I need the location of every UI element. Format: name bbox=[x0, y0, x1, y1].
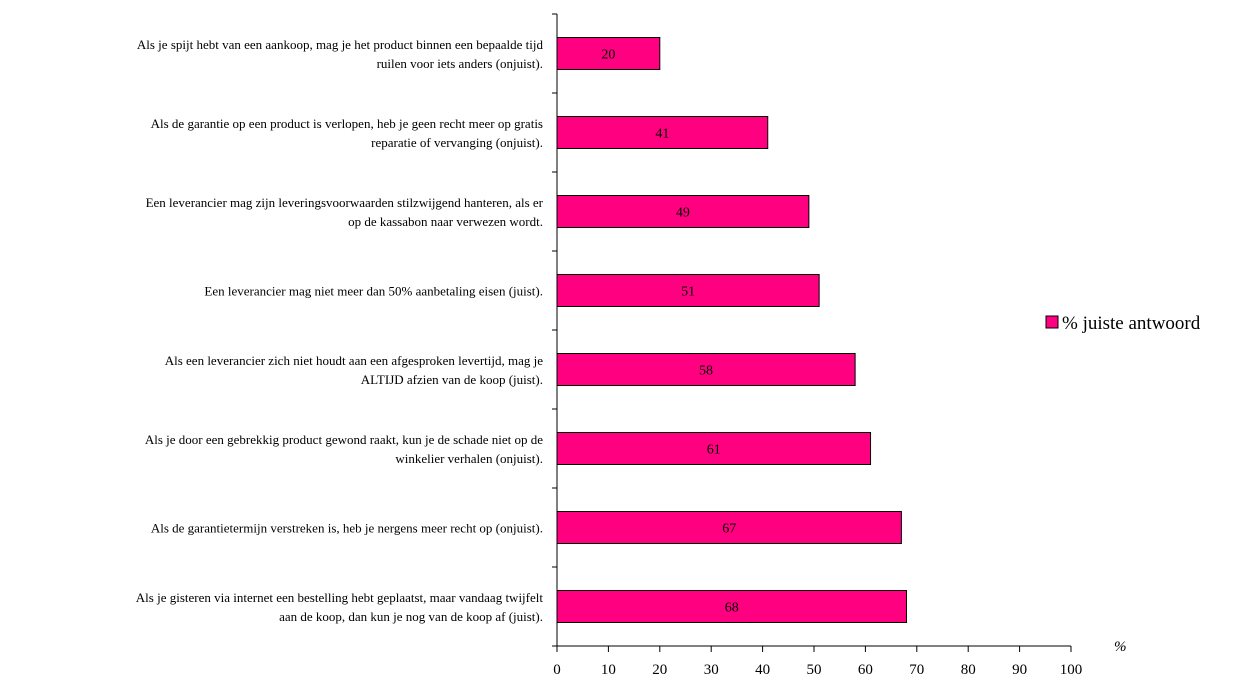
bar bbox=[556, 353, 856, 386]
category-label: aan de koop, dan kun je nog van de koop … bbox=[279, 609, 543, 624]
category-label: ALTIJD afzien van de koop (juist). bbox=[361, 372, 543, 387]
bar-value-label: 67 bbox=[722, 522, 736, 537]
value-tick-label: 50 bbox=[807, 662, 822, 678]
bar bbox=[556, 432, 872, 465]
value-tick-label: 30 bbox=[704, 662, 719, 678]
category-label: Als je spijt hebt van een aankoop, mag j… bbox=[137, 37, 544, 52]
value-tick-label: 40 bbox=[755, 662, 770, 678]
category-label: Een leverancier mag niet meer dan 50% aa… bbox=[204, 284, 543, 299]
category-label: Als de garantie op een product is verlop… bbox=[151, 116, 543, 131]
bar bbox=[556, 37, 661, 70]
value-tick-label: 70 bbox=[909, 662, 924, 678]
bar-value-label: 61 bbox=[707, 443, 721, 458]
category-labels: Als je spijt hebt van een aankoop, mag j… bbox=[136, 37, 544, 624]
bar-value-label: 49 bbox=[676, 206, 690, 221]
bar bbox=[556, 195, 810, 228]
bar-value-label: 58 bbox=[699, 364, 713, 379]
bar-value-label: 68 bbox=[725, 601, 739, 616]
value-tick-label: 100 bbox=[1060, 662, 1083, 678]
bar-value-label: 41 bbox=[655, 127, 669, 142]
bar-value-label: 20 bbox=[601, 48, 615, 63]
category-label: Een leverancier mag zijn leveringsvoorwa… bbox=[146, 195, 544, 210]
category-label: Als je gisteren via internet een bestell… bbox=[136, 590, 544, 605]
value-axis: 0 10 20 30 40 50 60 70 80 90 100 bbox=[553, 645, 1083, 678]
bar bbox=[556, 511, 902, 544]
legend-label: % juiste antwoord bbox=[1062, 313, 1201, 334]
category-axis bbox=[552, 13, 558, 647]
bar bbox=[556, 116, 769, 149]
bar-value-label: 51 bbox=[681, 285, 695, 300]
bars-group: 20 41 49 51 58 61 67 68 bbox=[556, 37, 908, 623]
value-tick-label: 90 bbox=[1012, 662, 1027, 678]
bar bbox=[556, 274, 820, 307]
category-label: Als de garantietermijn verstreken is, he… bbox=[151, 521, 543, 536]
value-tick-label: 0 bbox=[553, 662, 561, 678]
value-tick-label: 20 bbox=[652, 662, 667, 678]
category-label: Als een leverancier zich niet houdt aan … bbox=[165, 353, 544, 368]
value-tick-label: 10 bbox=[601, 662, 616, 678]
category-label: ruilen voor iets anders (onjuist). bbox=[377, 56, 543, 71]
category-label: op de kassabon naar verwezen wordt. bbox=[348, 214, 543, 229]
category-label: winkelier verhalen (onjuist). bbox=[395, 451, 543, 466]
category-label: Als je door een gebrekkig product gewond… bbox=[145, 432, 543, 447]
value-tick-label: 80 bbox=[961, 662, 976, 678]
category-label: reparatie of vervanging (onjuist). bbox=[371, 135, 543, 150]
x-axis-unit-label: % bbox=[1114, 639, 1127, 655]
legend: % juiste antwoord bbox=[1045, 313, 1201, 334]
legend-swatch bbox=[1045, 315, 1059, 329]
value-tick-label: 60 bbox=[858, 662, 873, 678]
bar bbox=[556, 590, 908, 623]
